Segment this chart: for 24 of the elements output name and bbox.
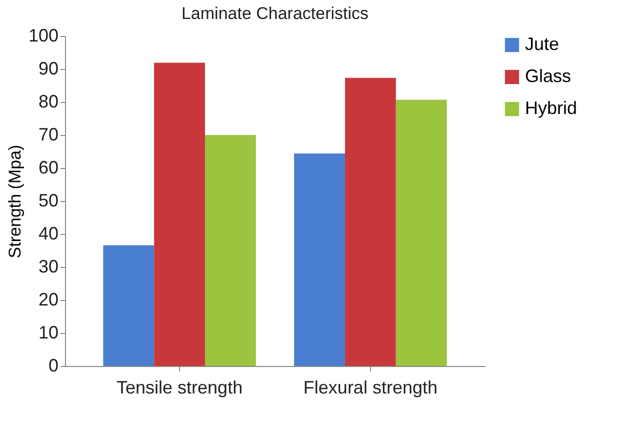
y-tick-label: 80 bbox=[38, 92, 58, 112]
y-tick-label: 60 bbox=[38, 158, 58, 178]
bar bbox=[294, 153, 345, 366]
legend-label: Glass bbox=[525, 66, 572, 86]
y-axis-title: Strength (Mpa) bbox=[5, 144, 24, 258]
legend-label: Hybrid bbox=[525, 98, 578, 118]
y-tick-label: 40 bbox=[38, 224, 58, 244]
y-tick-label: 10 bbox=[38, 322, 58, 342]
y-tick-label: 20 bbox=[38, 290, 58, 310]
y-tick-label: 70 bbox=[38, 124, 58, 144]
bar bbox=[345, 78, 396, 366]
y-tick-label: 30 bbox=[38, 256, 58, 276]
y-tick-label: 0 bbox=[48, 356, 58, 376]
y-tick-label: 50 bbox=[38, 190, 58, 210]
x-tick-label: Tensile strength bbox=[116, 378, 243, 398]
y-tick-label: 90 bbox=[38, 58, 58, 78]
legend-label: Jute bbox=[525, 34, 560, 54]
chart-title: Laminate Characteristics bbox=[181, 4, 369, 23]
x-tick-label: Flexural strength bbox=[303, 378, 438, 398]
bar bbox=[103, 245, 154, 366]
bar bbox=[396, 100, 447, 366]
bar bbox=[205, 135, 256, 366]
bar bbox=[154, 62, 205, 366]
y-tick-label: 100 bbox=[28, 26, 58, 46]
